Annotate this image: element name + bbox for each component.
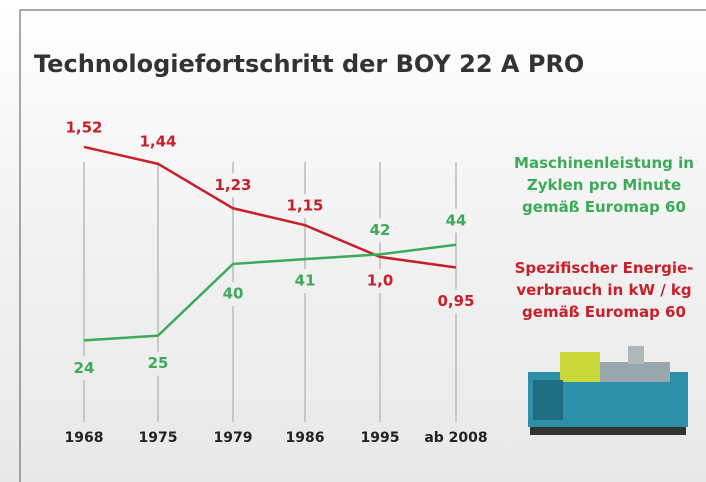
- data-label: 40: [223, 284, 244, 302]
- data-label: 1,44: [139, 132, 176, 150]
- legend-red: Spezifischer Energie- verbrauch in kW / …: [494, 257, 706, 323]
- machine-guard: [560, 352, 600, 382]
- machine-unit: [600, 362, 670, 382]
- chart-title: Technologiefortschritt der BOY 22 A PRO: [34, 50, 584, 78]
- data-label: 1,23: [214, 176, 251, 194]
- legend-green: Maschinenleistung in Zyklen pro Minute g…: [494, 152, 706, 218]
- chart: Technologiefortschritt der BOY 22 A PRO …: [0, 0, 706, 482]
- x-tick-label: 1995: [361, 430, 400, 446]
- line: [84, 147, 456, 268]
- data-label: 24: [74, 359, 95, 377]
- data-label: 1,52: [65, 118, 102, 136]
- data-label: 44: [446, 211, 467, 229]
- machine-feet: [530, 427, 686, 435]
- data-label: 0,95: [437, 292, 474, 310]
- x-tick-label: 1975: [139, 430, 178, 446]
- data-label: 42: [370, 221, 391, 239]
- x-tick-label: 1979: [214, 430, 253, 446]
- data-label: 25: [148, 354, 169, 372]
- data-label: 1,15: [286, 197, 323, 215]
- data-label: 1,0: [367, 271, 394, 289]
- x-tick-label: ab 2008: [424, 430, 487, 446]
- machine-panel: [533, 380, 563, 420]
- machine-hopper: [628, 346, 644, 364]
- page: Technologiefortschritt der BOY 22 A PRO …: [0, 0, 706, 482]
- x-tick-label: 1968: [65, 430, 104, 446]
- x-tick-label: 1986: [286, 430, 325, 446]
- machine: [528, 346, 688, 435]
- data-label: 41: [295, 272, 316, 290]
